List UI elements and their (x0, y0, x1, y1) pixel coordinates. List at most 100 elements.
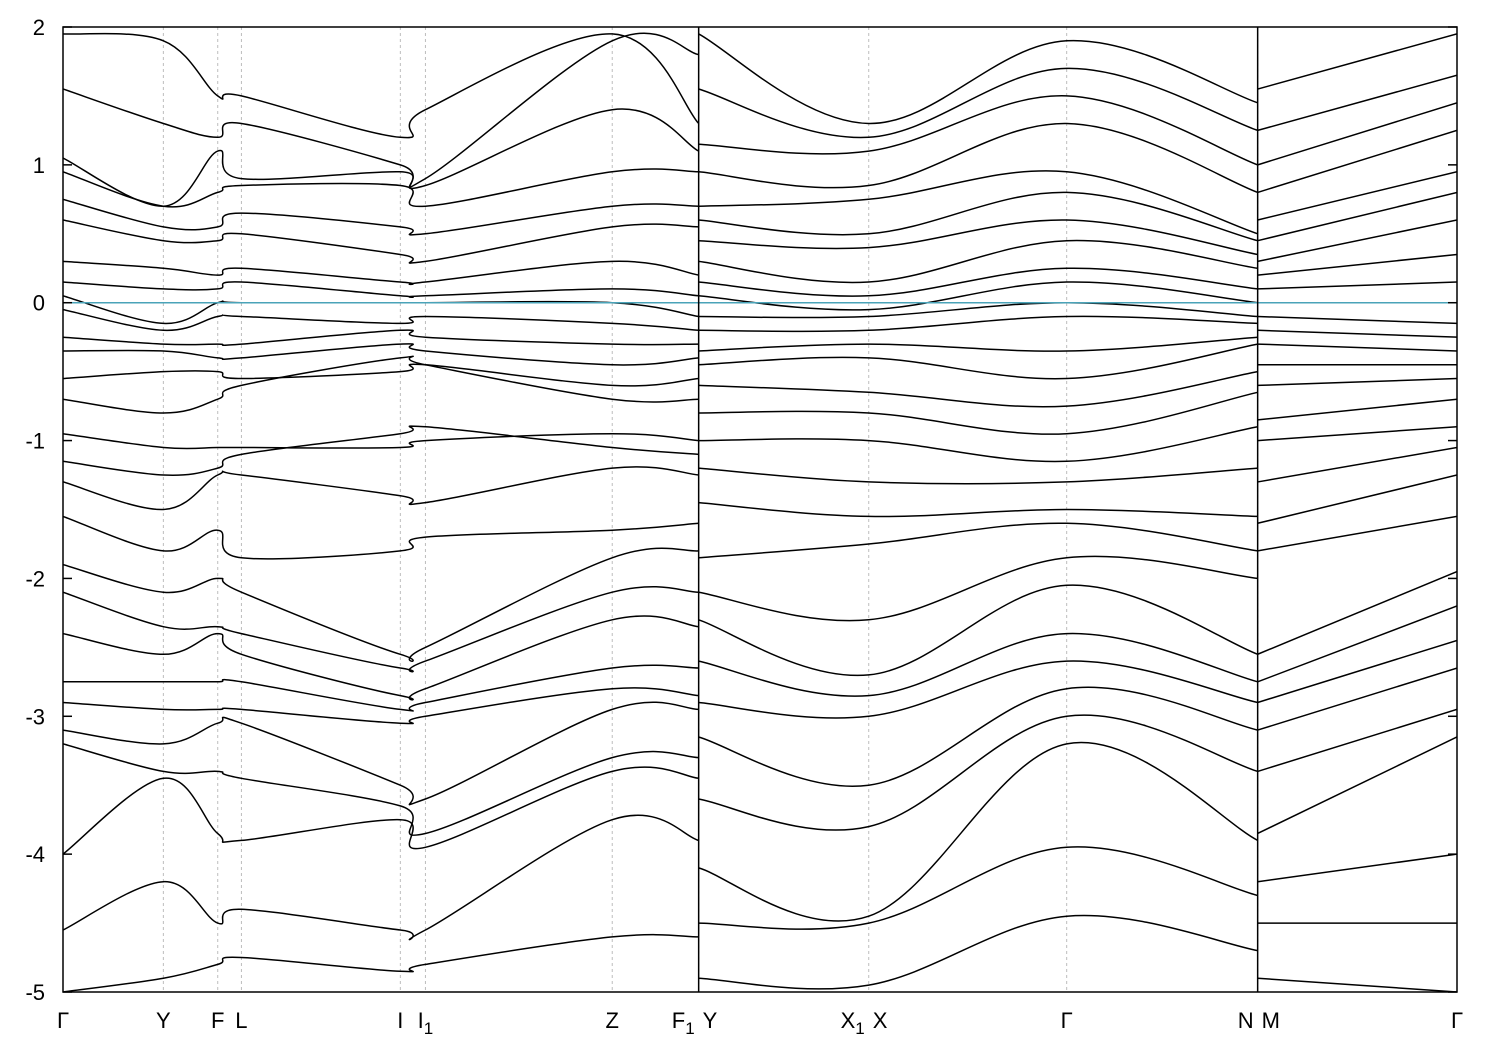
band-line (698, 741, 1259, 922)
band-line (698, 170, 1258, 235)
x-tick-label: X1 (841, 1008, 865, 1038)
band-line (63, 168, 699, 208)
band-line (698, 267, 1258, 297)
band-line (63, 743, 699, 836)
band-line (1257, 515, 1457, 552)
band-line (1257, 329, 1457, 338)
x-tick-label: X (873, 1008, 888, 1033)
band-line (1257, 853, 1457, 883)
band-line (1257, 171, 1457, 221)
band-line (1257, 667, 1457, 731)
band-line (63, 615, 699, 701)
band-line (1257, 474, 1457, 525)
band-line (698, 191, 1258, 242)
band-line (698, 122, 1258, 194)
band-line (63, 933, 699, 992)
band-line (698, 584, 1258, 677)
band-line (698, 67, 1258, 139)
band-line (63, 329, 699, 346)
y-tick-label: -4 (25, 842, 45, 867)
band-line (1257, 977, 1457, 992)
band-line (698, 846, 1258, 930)
band-line (698, 660, 1258, 719)
band-line (63, 363, 699, 387)
band-line (63, 198, 699, 236)
band-line (63, 814, 699, 941)
x-tick-label: L (235, 1008, 247, 1033)
band-line (63, 295, 699, 325)
plot-frame (62, 26, 1458, 993)
x-tick-label: I1 (418, 1008, 434, 1038)
x-tick-label: F (211, 1008, 224, 1033)
band-line (63, 343, 699, 366)
band-line (1257, 377, 1457, 387)
band-line (698, 315, 1258, 333)
band-line (1257, 708, 1457, 773)
band-line (1257, 191, 1457, 242)
band-line (698, 336, 1258, 352)
band-line (63, 308, 699, 332)
band-line (63, 108, 700, 207)
band-line (1257, 74, 1457, 132)
y-tick-label: -3 (25, 704, 45, 729)
band-line (1257, 605, 1457, 683)
x-tick-label: I (397, 1008, 403, 1033)
x-tick-label: Z (606, 1008, 619, 1033)
band-line (1257, 426, 1457, 442)
band-line (63, 547, 699, 662)
band-line (1257, 129, 1457, 194)
band-line (63, 701, 699, 806)
band-line (63, 515, 699, 560)
band-line (63, 687, 699, 725)
band-line (698, 686, 1258, 787)
band-line (1257, 219, 1457, 263)
x-axis: Γ Γ Y F L I I1 Z F1 Y X1 X Γ N M (57, 1008, 1463, 1038)
band-line (1257, 102, 1457, 166)
band-line (1257, 253, 1457, 276)
y-tick-label: -1 (25, 429, 45, 454)
band-line (1257, 570, 1457, 655)
x-tick-label: Γ (1451, 1008, 1463, 1033)
x-tick-label: N (1238, 1008, 1254, 1033)
band-line (1257, 639, 1457, 704)
band-line (63, 466, 699, 511)
band-line (698, 914, 1258, 990)
band-line (698, 281, 1258, 311)
x-tick-label: M (1262, 1008, 1280, 1033)
band-line (63, 432, 699, 450)
band-line (698, 370, 1258, 408)
x-tick-label: Y (156, 1008, 171, 1033)
band-line (63, 664, 699, 712)
x-tick-label: Y (703, 1008, 718, 1033)
band-line (698, 391, 1258, 435)
band-line (698, 555, 1258, 622)
band-line (1257, 446, 1457, 483)
y-tick-label: -2 (25, 566, 45, 591)
band-line (698, 301, 1258, 319)
y-tick-label: 0 (33, 291, 45, 316)
band-line (1257, 736, 1457, 835)
band-line (63, 281, 699, 299)
band-line (698, 343, 1258, 380)
y-tick-label: 1 (33, 153, 45, 178)
band-line (698, 632, 1258, 697)
y-axis: 2 1 0 -1 -2 -3 -4 -5 (25, 15, 1457, 1005)
band-line (698, 501, 1258, 518)
band-line (63, 219, 699, 264)
band-line (698, 219, 1258, 256)
y-tick-label: -5 (25, 980, 45, 1005)
x-tick-label: F1 (672, 1008, 695, 1038)
band-line (698, 95, 1258, 166)
band-line (698, 714, 1258, 831)
band-line (698, 467, 1258, 485)
band-line (698, 522, 1258, 559)
band-line (63, 260, 699, 286)
segment-breaks (697, 27, 1259, 992)
band-line (63, 766, 699, 855)
band-line (63, 32, 700, 139)
band-line (63, 32, 699, 189)
y-tick-label: 2 (33, 15, 45, 40)
x-tick-label: Γ (1061, 1008, 1073, 1033)
band-line (1257, 343, 1457, 352)
